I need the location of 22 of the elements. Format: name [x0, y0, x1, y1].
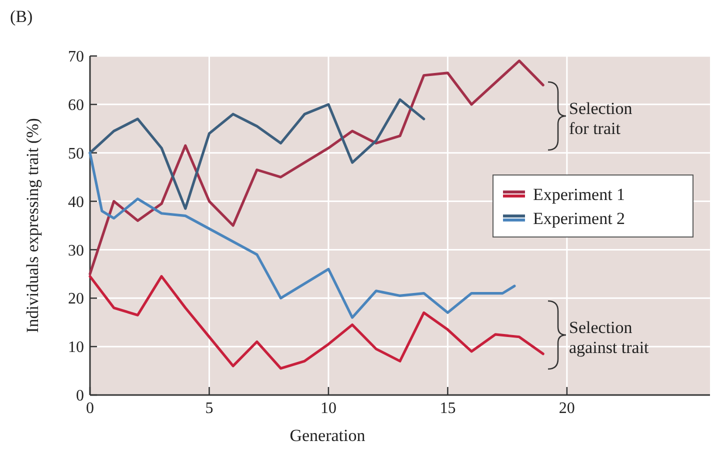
y-tick-label: 50	[68, 145, 84, 162]
y-tick-label: 30	[68, 242, 84, 260]
legend-label: Experiment 1	[533, 184, 626, 204]
line-series	[88, 98, 426, 210]
y-axis-title: Individuals expressing trait (%)	[23, 118, 42, 333]
y-tick-label: 0	[76, 388, 84, 405]
annotation: Selection against trait	[569, 318, 650, 357]
y-tick-label: 70	[68, 48, 84, 66]
y-tick-label: 60	[68, 97, 84, 114]
x-tick-label: 5	[205, 400, 214, 417]
y-tick-label: 20	[68, 290, 84, 308]
x-tick-label: 10	[320, 400, 336, 417]
annotation: Selection for trait	[569, 99, 633, 138]
text: (B)	[10, 7, 33, 26]
y-tick-label: 40	[68, 194, 84, 211]
y-tick-label: 10	[68, 339, 84, 356]
x-tick-label: 15	[440, 400, 456, 417]
x-axis-title: Generation	[290, 426, 366, 445]
line-series	[88, 275, 544, 370]
line-series	[88, 152, 516, 319]
legend-label: Experiment 2	[533, 208, 626, 228]
x-tick-label: 20	[558, 400, 575, 417]
